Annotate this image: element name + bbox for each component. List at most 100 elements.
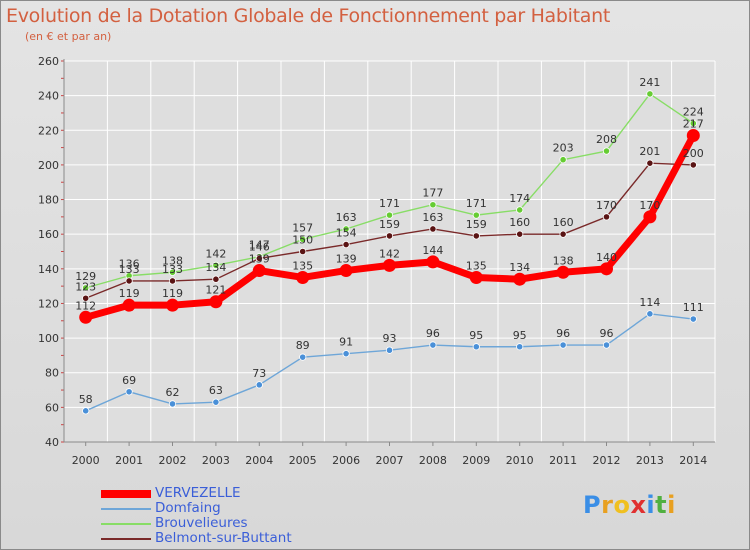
legend-item-belmont[interactable]: Belmont-sur-Buttant: [101, 530, 361, 546]
point-brouvelieures-2013: [646, 90, 654, 98]
point-domfaing-2013: [646, 310, 654, 318]
point-domfaing-2000: [82, 407, 90, 415]
data-label-belmont-sur-buttant-2001: 133: [119, 263, 140, 276]
legend-item-vervezelle[interactable]: VERVEZELLE: [101, 485, 361, 501]
data-label-belmont-sur-buttant-2007: 159: [379, 218, 400, 231]
point-domfaing-2006: [342, 350, 350, 358]
logo-letter-1: P: [583, 491, 602, 519]
y-tick-label-180: 180: [38, 194, 59, 207]
x-tick-label-2004: 2004: [245, 454, 273, 467]
series-layer: [79, 90, 700, 415]
data-label-vervezelle-2014: 217: [683, 117, 704, 130]
series-belmont-sur-buttant: [82, 159, 697, 302]
point-brouvelieures-2008: [429, 201, 437, 209]
data-label-brouvelieures-2006: 163: [336, 211, 357, 224]
point-domfaing-2012: [602, 341, 611, 349]
data-label-domfaing-2003: 63: [209, 384, 223, 397]
data-label-belmont-sur-buttant-2013: 201: [639, 145, 660, 158]
logo-letter-5: i: [646, 491, 656, 519]
series-brouvelieures: [82, 90, 697, 292]
point-vervezelle-2000: [79, 310, 93, 324]
data-label-brouvelieures-2012: 208: [596, 133, 617, 146]
point-belmont-sur-buttant-2012: [602, 213, 611, 221]
data-label-brouvelieures-2008: 177: [422, 187, 443, 200]
legend-item-brouvelieures[interactable]: Brouvelieures: [101, 515, 361, 531]
data-label-vervezelle-2009: 135: [466, 259, 487, 272]
point-belmont-sur-buttant-2006: [342, 240, 350, 249]
y-tick-label-220: 220: [38, 124, 59, 137]
data-label-brouvelieures-2011: 203: [553, 142, 574, 155]
data-label-vervezelle-2007: 142: [379, 247, 400, 260]
data-label-domfaing-2011: 96: [556, 327, 570, 340]
data-label-belmont-sur-buttant-2011: 160: [553, 216, 574, 229]
y-tick-label-80: 80: [45, 367, 59, 380]
point-domfaing-2008: [429, 341, 437, 349]
data-label-domfaing-2000: 58: [79, 393, 93, 406]
data-label-domfaing-2008: 96: [426, 327, 440, 340]
data-label-brouvelieures-2010: 174: [509, 192, 530, 205]
data-label-vervezelle-2005: 135: [292, 259, 313, 272]
data-label-domfaing-2002: 62: [166, 386, 180, 399]
logo-letter-7: i: [667, 491, 676, 519]
y-tick-label-160: 160: [38, 228, 59, 241]
x-tick-label-2010: 2010: [506, 454, 534, 467]
point-domfaing-2014: [689, 315, 697, 323]
x-tick-label-2002: 2002: [159, 454, 187, 467]
point-belmont-sur-buttant-2011: [559, 230, 567, 238]
point-belmont-sur-buttant-2008: [429, 225, 437, 233]
x-tick-label-2011: 2011: [549, 454, 577, 467]
legend-label-brouvelieures: Brouvelieures: [155, 515, 248, 531]
legend-item-domfaing[interactable]: Domfaing: [101, 500, 361, 516]
plot-background: [64, 61, 715, 442]
data-label-belmont-sur-buttant-2010: 160: [509, 216, 530, 229]
data-label-domfaing-2012: 96: [600, 327, 614, 340]
point-belmont-sur-buttant-2000: [82, 294, 90, 302]
point-domfaing-2005: [299, 353, 307, 361]
point-vervezelle-2006: [339, 264, 353, 278]
legend-label-belmont: Belmont-sur-Buttant: [155, 530, 292, 546]
point-vervezelle-2012: [600, 262, 613, 276]
data-label-brouvelieures-2005: 157: [292, 221, 313, 234]
logo-letter-2: r: [601, 491, 614, 519]
point-vervezelle-2001: [122, 298, 136, 312]
point-domfaing-2001: [125, 388, 133, 396]
point-domfaing-2009: [472, 343, 480, 351]
data-label-vervezelle-2012: 140: [596, 251, 617, 264]
point-domfaing-2004: [255, 381, 263, 389]
x-tick-label-2012: 2012: [593, 454, 621, 467]
data-label-vervezelle-2008: 144: [422, 244, 443, 257]
data-label-domfaing-2009: 95: [469, 329, 483, 342]
point-belmont-sur-buttant-2003: [212, 275, 220, 283]
data-label-domfaing-2010: 95: [513, 329, 527, 342]
data-label-vervezelle-2000: 112: [75, 299, 96, 312]
axis-layer: 40 60 80 100 120 140 160 180 200 220 240 260 2000 200…: [38, 55, 715, 467]
point-vervezelle-2008: [426, 255, 440, 269]
data-label-belmont-sur-buttant-2004: 146: [249, 240, 270, 253]
legend-label-domfaing: Domfaing: [155, 500, 221, 516]
point-belmont-sur-buttant-2007: [385, 232, 394, 240]
y-tick-label-40: 40: [45, 436, 59, 449]
y-tick-label-140: 140: [38, 263, 59, 276]
point-brouvelieures-2011: [559, 156, 567, 164]
y-tick-label-260: 260: [38, 55, 59, 68]
data-label-vervezelle-2003: 121: [205, 284, 226, 297]
data-label-belmont-sur-buttant-2002: 133: [162, 263, 183, 276]
y-tick-label-120: 120: [38, 297, 59, 310]
data-label-brouvelieures-2000: 129: [75, 270, 96, 283]
point-belmont-sur-buttant-2004: [255, 254, 263, 263]
series-domfaing: [82, 310, 697, 415]
data-label-belmont-sur-buttant-2005: 150: [292, 234, 313, 247]
data-label-vervezelle-2010: 134: [509, 261, 530, 274]
point-domfaing-2007: [385, 346, 394, 354]
data-label-brouvelieures-2007: 171: [379, 197, 400, 210]
data-label-domfaing-2004: 73: [252, 367, 266, 380]
data-label-brouvelieures-2014: 224: [683, 105, 704, 118]
point-belmont-sur-buttant-2001: [125, 277, 133, 285]
data-label-vervezelle-2002: 119: [162, 287, 183, 300]
data-label-vervezelle-2004: 139: [249, 253, 270, 266]
y-tick-label-100: 100: [38, 332, 59, 345]
point-vervezelle-2003: [209, 295, 223, 309]
x-tick-label-2009: 2009: [462, 454, 490, 467]
point-vervezelle-2005: [296, 270, 310, 284]
